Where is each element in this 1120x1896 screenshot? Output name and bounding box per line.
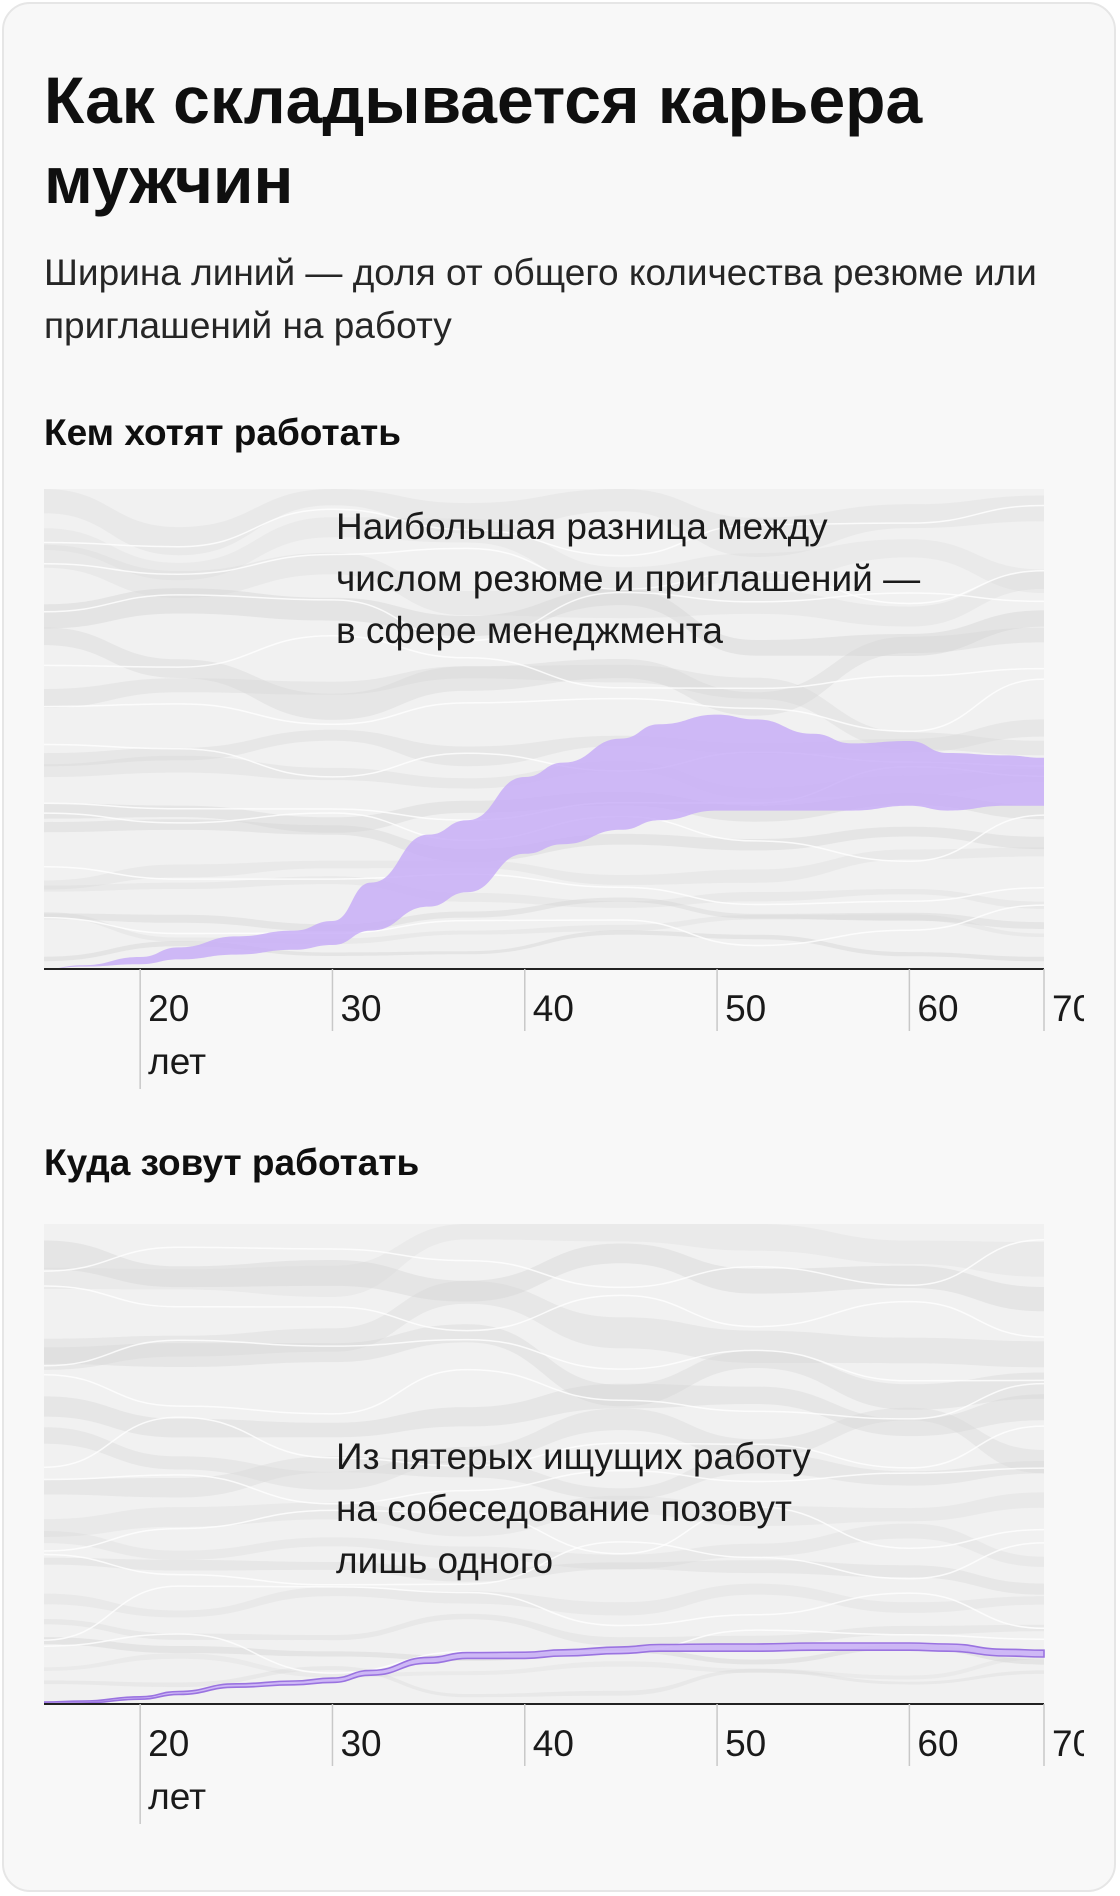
background-stream [44, 847, 1044, 890]
background-stream [44, 489, 1044, 557]
chart-annotation-line: лишь одного [336, 1540, 553, 1581]
stream-separator [44, 904, 1045, 947]
highlighted-stream [44, 1642, 1045, 1705]
background-stream [44, 719, 1044, 767]
stream-separator [44, 1585, 1045, 1641]
x-tick-label: 70 [1052, 1723, 1084, 1764]
stream-separator [44, 1368, 1045, 1420]
x-tick-label: 30 [340, 1723, 381, 1764]
background-stream [44, 1613, 1044, 1646]
stream-separator [44, 591, 1045, 642]
chart-2-invitations: Куда зовут работать [44, 1142, 420, 1183]
chart-1-resumes: 20 лет 30 40 50 60 70 Наибольшая разница между ч… [44, 489, 1084, 1089]
background-stream [44, 588, 1044, 656]
stream-separator [44, 1467, 1045, 1505]
chart-annotation-line: в сфере менеджмента [336, 610, 723, 651]
background-stream [44, 1583, 1044, 1618]
x-tick-label: 60 [917, 988, 958, 1029]
stream-separator [44, 1541, 1045, 1586]
background-streams [44, 1224, 1045, 1698]
x-tick-label: 40 [533, 1723, 574, 1764]
background-stream [44, 544, 1044, 627]
background-stream [44, 1557, 1044, 1595]
stream-separator [44, 547, 1045, 605]
x-tick-label: 50 [725, 988, 766, 1029]
stream-separator [44, 1416, 1045, 1469]
stream-separator [44, 1285, 1045, 1338]
background-stream [44, 1653, 1044, 1680]
background-stream [44, 627, 1044, 720]
page-title: Как складывается карьера мужчин [44, 63, 923, 217]
background-streams [44, 489, 1045, 962]
background-stream [44, 930, 1044, 962]
stream-separator [44, 1506, 1045, 1555]
background-stream [44, 1523, 1044, 1570]
stream-separator [44, 1338, 1045, 1382]
stream-separator [44, 504, 1045, 557]
background-stream [44, 1407, 1044, 1490]
highlighted-stream [44, 714, 1044, 969]
background-stream [44, 1224, 1044, 1297]
background-stream [44, 1240, 1044, 1312]
x-tick-label: 60 [917, 1723, 958, 1764]
background-stream [44, 1492, 1044, 1537]
stream-separator [44, 634, 1045, 690]
chart-annotation-line: числом резюме и приглашений — [336, 558, 920, 599]
background-stream [44, 1453, 1044, 1500]
background-stream [44, 791, 1044, 833]
stream-separator [44, 865, 1045, 906]
stream-separator [44, 678, 1045, 733]
chart-2-invitations-plot: 20 лет 30 40 50 60 70 Из пятерых ищущих работу н… [44, 1224, 1084, 1824]
x-tick-label: 30 [340, 988, 381, 1029]
chart-annotation-line: Из пятерых ищущих работу [336, 1436, 811, 1477]
page-subtitle: Ширина линий — доля от общего количества… [44, 252, 1037, 346]
x-tick-label: 20 [148, 988, 189, 1029]
x-tick-label: 50 [725, 1723, 766, 1764]
background-stream [44, 897, 1044, 932]
x-tick-label: 20 [148, 1723, 189, 1764]
background-stream [44, 912, 1044, 945]
chart-annotation-line: на собеседование позовут [336, 1488, 792, 1529]
chart-1-title: Кем хотят работать [44, 412, 402, 453]
background-stream [44, 819, 1044, 862]
stream-separator [44, 1238, 1045, 1289]
x-unit-label: лет [148, 1776, 206, 1817]
x-tick-label: 40 [533, 988, 574, 1029]
x-unit-label: лет [148, 1041, 206, 1082]
chart-annotation-line: Наибольшая разница между [336, 506, 828, 547]
background-stream [44, 1383, 1044, 1438]
background-stream [44, 876, 1044, 909]
background-stream [44, 1280, 1044, 1370]
x-tick-label: 70 [1052, 988, 1084, 1029]
